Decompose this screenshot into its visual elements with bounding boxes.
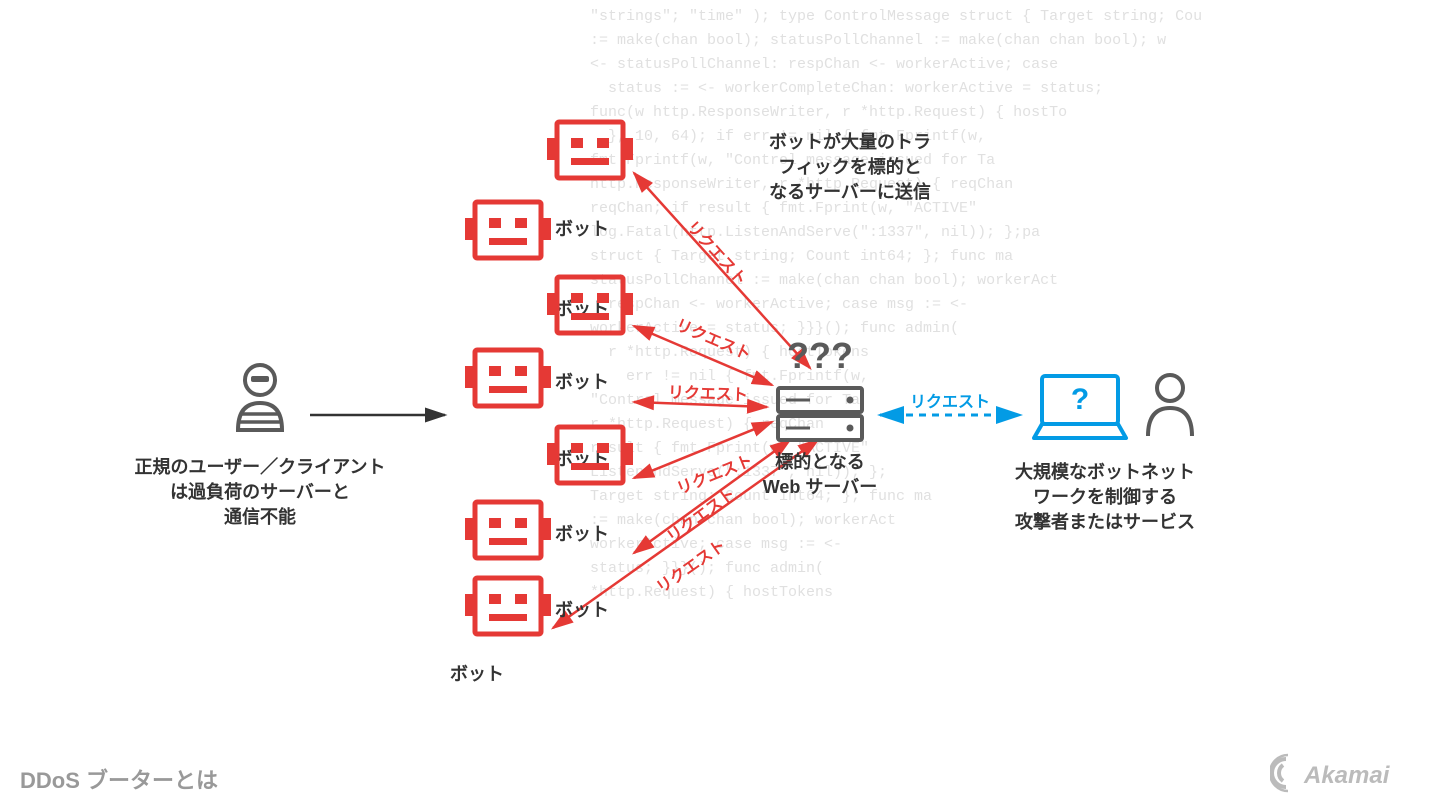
bot-icon [545,421,635,489]
diagram-canvas: ??? ? [0,0,1440,810]
request-label-3: リクエスト [668,379,749,406]
bot-label: ボット [555,368,609,394]
legit-user-icon [238,365,282,430]
bot-label: ボット [555,596,609,622]
legit-user-label: 正規のユーザー／クライアント は過負荷のサーバーと 通信不能 [130,455,390,531]
akamai-logo: Akamai [1270,751,1420,798]
bot-icon [463,496,553,564]
attacker-user-icon [1148,375,1192,436]
server-icon: ??? [778,335,862,440]
bot-label: ボット [450,660,504,686]
bot-label: ボット [555,520,609,546]
bot-icon [463,344,553,412]
attacker-label: 大規模なボットネット ワークを制御する 攻撃者またはサービス [995,460,1215,536]
attacker-laptop-icon: ? [1034,376,1126,438]
bot-icon [463,572,553,640]
svg-text:?: ? [1071,383,1089,416]
bot-icon [545,116,635,184]
request-label-blue: リクエスト [910,388,990,412]
svg-text:???: ??? [787,335,853,376]
server-label: 標的となる Web サーバー [745,450,895,500]
svg-text:Akamai: Akamai [1303,762,1391,789]
bot-icon [545,271,635,339]
footer-title: DDoS ブーターとは [20,763,218,795]
bot-icon [463,196,553,264]
bot-description: ボットが大量のトラ フィックを標的と なるサーバーに送信 [745,130,955,206]
bot-label: ボット [555,215,609,241]
